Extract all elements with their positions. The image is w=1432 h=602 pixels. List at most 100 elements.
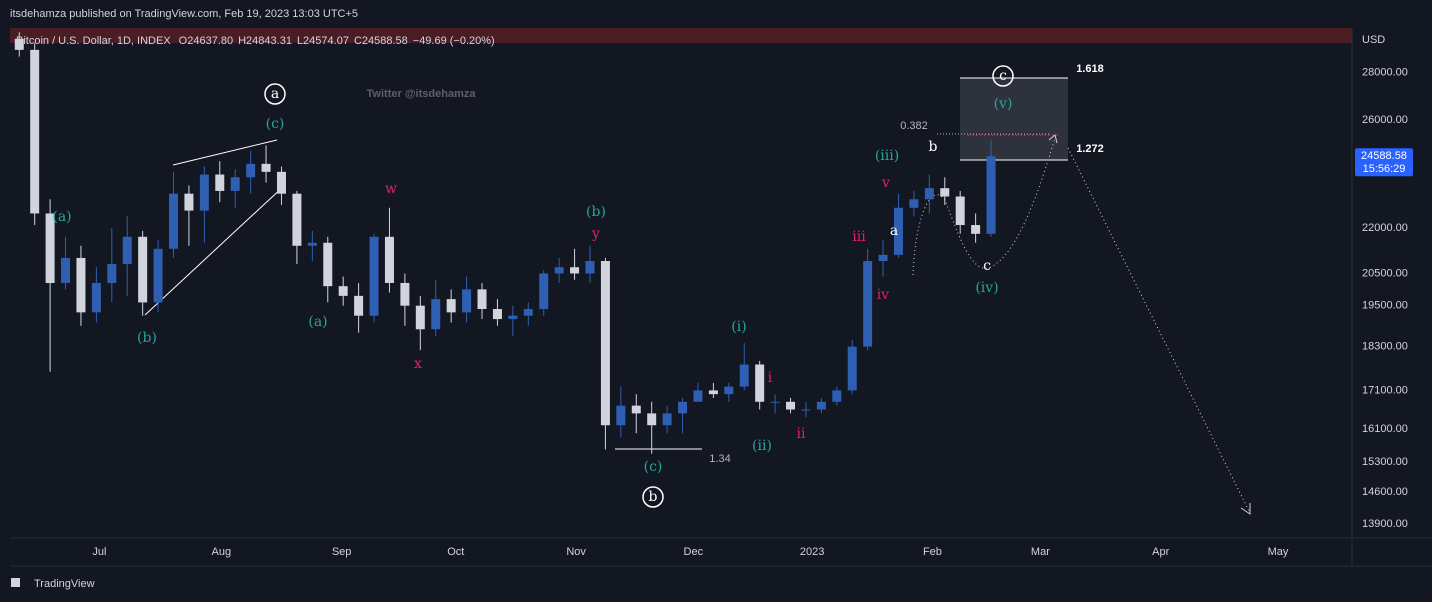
brand-name: TradingView [34, 578, 95, 590]
wave-label: (i) [731, 319, 746, 335]
legend-value: C24588.58 [354, 35, 408, 47]
candle-body [770, 401, 780, 403]
watermark: Twitter @itsdehamza [367, 88, 477, 100]
x-tick-label: Mar [1031, 546, 1050, 558]
y-tick-label: 14600.00 [1362, 486, 1408, 498]
candle-body [893, 207, 903, 255]
y-tick-label: 18300.00 [1362, 341, 1408, 353]
candle-body [122, 236, 132, 265]
wave-label: i [768, 370, 773, 386]
candle-body [261, 163, 271, 172]
wave-circle [642, 486, 664, 508]
candle-body [292, 193, 302, 246]
candle-body [678, 401, 688, 414]
wave-label: iv [877, 287, 889, 303]
candle-body [616, 405, 626, 426]
wave-label: (b) [586, 204, 606, 220]
y-tick-label: 22000.00 [1362, 222, 1408, 234]
candle-body [384, 236, 394, 283]
wave-label: (iv) [975, 280, 998, 296]
countdown: 15:56:29 [1363, 163, 1406, 175]
legend-value: L24574.07 [297, 35, 349, 47]
wave-label: v [881, 175, 890, 191]
candle-body [801, 409, 811, 411]
x-tick-label: Oct [447, 546, 464, 558]
legend-value: H24843.31 [238, 35, 292, 47]
wave-circle [992, 65, 1014, 87]
wave-label: (v) [994, 96, 1013, 112]
candle-body [940, 188, 950, 197]
candle-body [523, 309, 533, 316]
wave-label: 0.382 [900, 120, 928, 132]
candle-body [832, 390, 842, 402]
wave-label: y [591, 226, 600, 242]
wave-label: w [385, 181, 397, 197]
candle-body [492, 309, 502, 320]
brand: TradingView [11, 578, 95, 590]
x-tick-label: Dec [684, 546, 704, 558]
candle-body [739, 364, 749, 387]
y-tick-label: 17100.00 [1362, 384, 1408, 396]
wedge-upper [172, 139, 278, 166]
x-tick-label: Jul [92, 546, 106, 558]
publisher: itsdehamza published on TradingView.com,… [10, 8, 358, 20]
x-tick-label: May [1268, 546, 1289, 558]
wave-label: b [929, 139, 938, 155]
candle-body [76, 257, 86, 313]
candle-body [600, 261, 610, 426]
wave-label: (c) [644, 459, 663, 475]
wave-label: (a) [308, 314, 327, 330]
candle-body [307, 242, 317, 246]
price-tag-label: 24588.58 [1361, 150, 1407, 162]
candle-body [14, 38, 24, 50]
y-tick-label: 13900.00 [1362, 518, 1408, 530]
x-tick-label: 2023 [800, 546, 824, 558]
candle-body [971, 225, 981, 234]
candle-body [230, 177, 240, 191]
candle-body [724, 386, 734, 395]
candle-body [415, 305, 425, 330]
arrow-head [1240, 503, 1251, 515]
candle-body [631, 405, 641, 414]
candle-body [816, 401, 826, 410]
candle-body [199, 174, 209, 211]
legend-value: O24637.80 [179, 35, 233, 47]
candle-body [276, 171, 286, 194]
candle-body [508, 315, 518, 320]
candle-body [30, 49, 40, 214]
y-tick-label: 20500.00 [1362, 267, 1408, 279]
legend-value: −49.69 (−0.20%) [413, 35, 495, 47]
wave-label: (ii) [752, 438, 772, 454]
legend-band [10, 28, 1352, 43]
candle-body [215, 174, 225, 191]
candle-body [477, 289, 487, 310]
candle-body [662, 413, 672, 426]
x-tick-label: Apr [1152, 546, 1169, 558]
arrow-head [1048, 134, 1058, 144]
wave-label: iii [852, 229, 866, 245]
candle-body [570, 267, 580, 274]
candle-body [878, 254, 888, 262]
wave-label: x [414, 356, 422, 372]
candle-body [539, 273, 549, 310]
wave-label: 1.618 [1076, 63, 1104, 75]
y-tick-label: 26000.00 [1362, 114, 1408, 126]
candle-body [246, 163, 256, 178]
wave-label: 1.34 [709, 453, 730, 465]
wave-label: a [271, 86, 279, 102]
candle-body [986, 156, 996, 234]
candle-body [138, 236, 148, 303]
candle-body [786, 401, 796, 410]
candle-body [693, 390, 703, 402]
wave-label: (a) [52, 209, 71, 225]
candle-body [585, 261, 595, 274]
candle-body [107, 264, 117, 283]
candle-body [45, 213, 55, 283]
y-tick-label: 28000.00 [1362, 66, 1408, 78]
candle-body [554, 267, 564, 274]
candle-body [924, 188, 934, 200]
brand-logo [11, 578, 20, 587]
